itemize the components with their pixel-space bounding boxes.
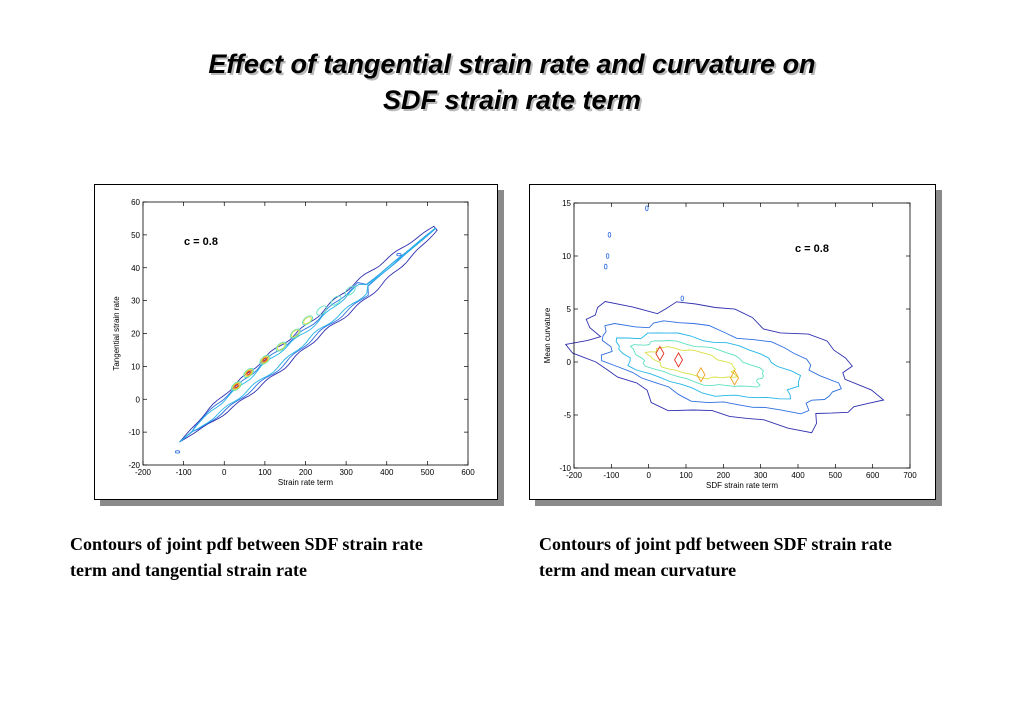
y-axis-label: Mean curvature [543, 307, 552, 363]
right-chart-caption: Contours of joint pdf between SDF strain… [539, 531, 999, 583]
x-axis-label: Strain rate term [278, 478, 333, 487]
x-tick-label: 200 [299, 468, 313, 477]
x-tick-label: 700 [903, 471, 917, 480]
contour-peak [291, 329, 300, 338]
x-tick-label: -200 [566, 471, 583, 480]
contour-peak [730, 369, 740, 386]
contour-peak [344, 285, 356, 296]
contour-level-3 [615, 332, 802, 400]
contour-peak [302, 315, 314, 326]
x-tick-label: 400 [791, 471, 805, 480]
contour-outlier [607, 231, 612, 238]
contour-outlier [396, 252, 402, 257]
contour-peak [233, 383, 240, 390]
y-axis-label: Tangential strain rate [112, 296, 121, 371]
contour-outlier [604, 263, 608, 270]
left-chart-caption: Contours of joint pdf between SDF strain… [70, 531, 520, 583]
y-tick-label: 40 [131, 264, 140, 273]
y-tick-label: 60 [131, 198, 140, 207]
y-tick-label: 50 [131, 231, 140, 240]
contour-outlier [174, 450, 181, 454]
x-tick-label: 600 [461, 468, 475, 477]
chart-annotation: c = 0.8 [184, 236, 218, 248]
contour-peak [696, 366, 706, 383]
page-title-line-2: SDF strain rate term [382, 85, 642, 115]
contour-outlier [645, 205, 649, 212]
plot-area-border [573, 202, 911, 469]
contour-peak [243, 367, 255, 378]
y-tick-label: 30 [131, 297, 140, 306]
y-tick-label: 0 [567, 358, 572, 367]
contour-peak [261, 356, 269, 363]
y-tick-label: 20 [131, 330, 140, 339]
x-tick-label: 500 [829, 471, 843, 480]
contour-peak [232, 382, 241, 391]
x-tick-label: 300 [754, 471, 768, 480]
x-tick-label: -100 [176, 468, 193, 477]
tangential-strain-chart: -200 -100 0 100 200 300 400 500 600-20-100102030… [112, 198, 475, 487]
right-caption-line-1: Contours of joint pdf between SDF strain… [539, 534, 892, 554]
left-caption-line-2: term and tangential strain rate [70, 560, 307, 580]
contour-peak [262, 357, 267, 362]
contour-peak [303, 316, 312, 325]
contour-level-1 [564, 301, 885, 434]
contour-band-level-3 [179, 227, 437, 443]
mean-curvature-chart: -200 -100 0 100 200 300 400 500 600 700 -10 -5 0 5 10 1… [543, 199, 917, 490]
x-tick-label: 0 [222, 468, 227, 477]
x-tick-label: -100 [603, 471, 620, 480]
page-title: Effect of tangential strain rate and cur… [0, 46, 1024, 118]
contour-peak [655, 345, 665, 362]
y-tick-label: -20 [128, 461, 140, 470]
contour-peak [259, 354, 271, 365]
contour-peak [244, 368, 253, 377]
y-tick-label: 5 [567, 305, 572, 314]
contour-peak [275, 341, 287, 352]
chart-annotation: c = 0.8 [795, 243, 829, 255]
y-tick-label: -5 [564, 411, 572, 420]
contour-peak [330, 295, 342, 306]
contour-peak [276, 342, 286, 351]
x-tick-label: 100 [679, 471, 693, 480]
right-caption-line-2: term and mean curvature [539, 560, 737, 580]
y-tick-label: 0 [136, 395, 141, 404]
contour-level-2 [600, 320, 842, 415]
x-tick-label: 100 [258, 468, 272, 477]
y-tick-label: 10 [562, 252, 571, 261]
y-tick-label: 10 [131, 362, 140, 371]
x-tick-label: 400 [380, 468, 394, 477]
y-tick-label: -10 [128, 428, 140, 437]
contour-level-4 [629, 340, 764, 388]
contour-peak [260, 355, 270, 364]
contour-outlier [680, 295, 684, 302]
right-chart-frame: -200 -100 0 100 200 300 400 500 600 700 -10 -5 0 5 10 1… [529, 184, 936, 500]
contour-peak [316, 305, 328, 316]
x-tick-label: -200 [135, 468, 152, 477]
contour-peak [245, 370, 252, 376]
left-caption-line-1: Contours of joint pdf between SDF strain… [70, 534, 423, 554]
x-tick-label: 0 [646, 471, 651, 480]
contour-peak [246, 371, 251, 375]
contour-peak [674, 351, 684, 368]
page-title-line-1: Effect of tangential strain rate and cur… [208, 49, 816, 79]
x-tick-label: 200 [717, 471, 731, 480]
left-chart-frame: -200 -100 0 100 200 300 400 500 600 -20 -10 0 10 20 30… [94, 184, 498, 500]
y-tick-label: 15 [562, 199, 571, 208]
contour-level-5 [644, 346, 739, 380]
y-tick-label: -10 [559, 464, 571, 473]
contour-peak [230, 381, 242, 392]
contour-peak [234, 384, 239, 388]
x-tick-label: 300 [339, 468, 353, 477]
x-tick-label: 600 [866, 471, 880, 480]
contour-peak [289, 328, 301, 339]
contour-outlier [605, 253, 610, 259]
x-axis-label: SDF strain rate term [706, 481, 778, 490]
x-tick-label: 500 [421, 468, 435, 477]
